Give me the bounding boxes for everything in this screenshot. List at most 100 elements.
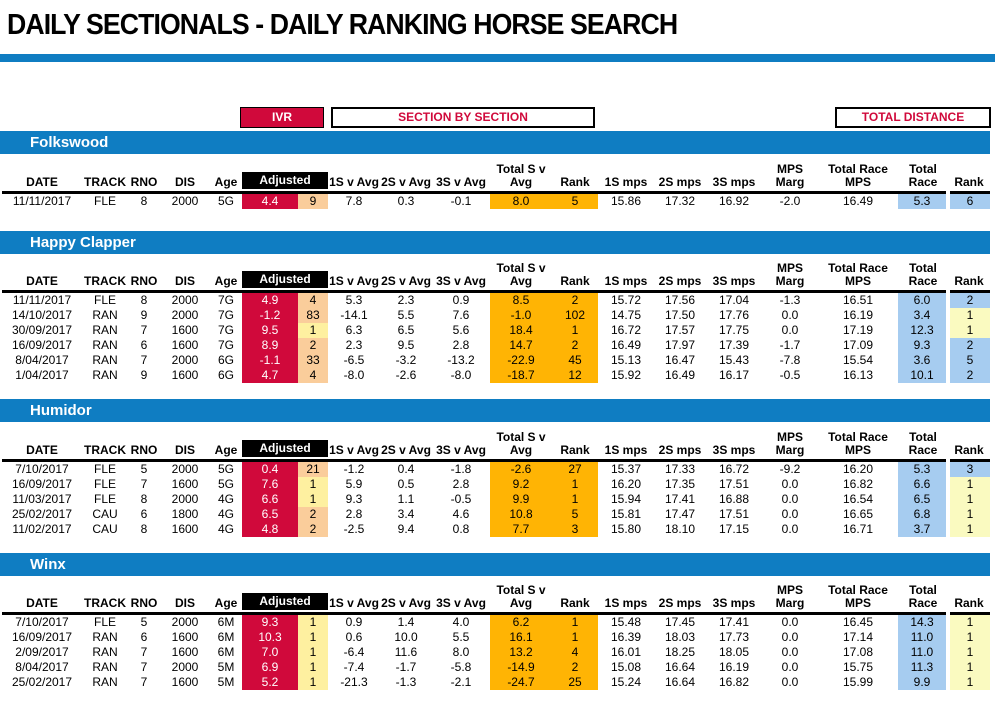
cell-s3_avg: -0.5 [450,491,472,506]
table-row: 8/04/2017 RAN 7 2000 5M 6.9 1 -7.4 -1.7 -5.8 -14.9… [2,660,990,675]
cell-track: RAN [92,323,118,337]
table-row: 16/09/2017 RAN 6 1600 6M 10.3 1 0.6 10.0 5.5 16.1 1… [2,630,990,645]
cell-mps_marg: 0.0 [781,323,799,337]
cell-total_race: 6.0 [898,291,948,308]
sections-root: Folkswood DATE TRACK RNO DIS Age Adjusted 1S v … [0,131,995,690]
cell-s3_avg: -2.1 [450,675,472,689]
cell-mps_marg: 0.0 [781,615,799,629]
cell-adj: -1.2 [242,308,298,323]
cell-s2_mps: 17.41 [664,491,696,506]
cell-date: 11/11/2017 [12,193,72,208]
cell-adj: 6.9 [242,660,298,675]
section-by-section-button[interactable]: SECTION BY SECTION [331,107,595,128]
table-row: 16/09/2017 FLE 7 1600 5G 7.6 1 5.9 0.5 2.8 9.2 1 16.… [2,476,990,492]
cell-race_rank: 1 [946,613,990,630]
cell-s1_mps: 15.81 [610,506,642,521]
section-humidor: Humidor DATE TRACK RNO DIS Age Adjusted 1S v Av… [0,399,995,537]
cell-rno: 8 [140,193,148,208]
cell-s3_mps: 16.88 [718,491,750,506]
cell-dis: 1600 [171,521,199,536]
cell-age: 5G [217,193,234,208]
cell-sv_rank: 2 [552,660,598,675]
cell-rno: 5 [140,615,148,629]
column-header-age: Age [210,253,242,293]
cell-total_sv: 10.8 [490,506,552,522]
cell-dis: 1600 [171,630,199,644]
cell-sv_rank: 1 [552,323,598,338]
column-header-rank2: Rank [948,575,990,615]
cell-sv_rank: 2 [552,291,598,308]
cell-s2_mps: 17.45 [664,615,696,629]
table-row: 25/02/2017 RAN 7 1600 5M 5.2 1 -21.3 -1.3 -2.1 -24… [2,675,990,690]
column-header-rank: Rank [552,154,598,194]
cell-adj_rank: 1 [298,476,328,492]
cell-s1_mps: 15.13 [610,353,642,367]
cell-s1_avg: -21.3 [340,675,368,689]
cell-total_sv: 8.5 [490,291,552,308]
cell-s2_avg: 0.5 [397,476,415,491]
cell-rno: 7 [140,645,148,659]
column-header-rank2: Rank [948,253,990,293]
table-row: 11/11/2017 FLE 8 2000 7G 4.9 4 5.3 2.3 0.9 8.5 2 15.… [2,291,990,308]
column-header-trmps: Total Race MPS [818,154,898,194]
cell-s3_avg: 8.0 [452,645,470,659]
cell-total_race: 6.6 [898,476,948,492]
cell-s1_avg: 2.3 [345,338,363,352]
column-header-track: TRACK [82,154,128,194]
cell-s1_avg: -6.5 [343,353,365,367]
column-header-s3avg: 3S v Avg [432,154,490,194]
column-header-totalsv: Total S v Avg [490,154,552,194]
cell-s3_mps: 18.05 [718,645,750,659]
cell-total_sv: -24.7 [490,675,552,690]
cell-track: RAN [92,353,118,367]
column-header-dis: DIS [160,253,210,293]
cell-adj: -1.1 [242,353,298,368]
cell-s2_avg: 0.3 [397,193,415,208]
cell-s2_avg: 2.3 [397,293,415,307]
cell-total_sv: 9.9 [490,491,552,507]
table-row: 25/02/2017 CAU 6 1800 4G 6.5 2 2.8 3.4 4.6 10.8 5 15… [2,506,990,522]
column-header-s1mps: 1S mps [598,154,654,194]
cell-adj_rank: 21 [298,460,328,477]
column-header-s3avg: 3S v Avg [432,422,490,462]
column-header-s3mps: 3S mps [706,154,762,194]
cell-total_race: 9.3 [898,338,948,353]
cell-age: 7G [217,323,234,337]
cell-date: 30/09/2017 [11,323,73,337]
cell-s2_avg: -1.3 [395,675,417,689]
total-distance-button[interactable]: TOTAL DISTANCE [835,107,991,128]
cell-total_race: 3.7 [898,521,948,537]
adjusted-header-label: Adjusted [242,439,328,457]
cell-track: FLE [93,491,116,506]
column-header-s3avg: 3S v Avg [432,575,490,615]
cell-s1_avg: -14.1 [340,308,368,322]
cell-adj_rank: 1 [298,613,328,630]
table-row: 16/09/2017 RAN 6 1600 7G 8.9 2 2.3 9.5 2.8 14.7 2 16… [2,338,990,353]
cell-total_race: 3.6 [898,353,948,368]
cell-total_sv: 7.7 [490,521,552,537]
cell-race_rank: 1 [946,323,990,338]
cell-race_rank: 2 [946,291,990,308]
cell-adj: 5.2 [242,675,298,690]
ivr-button[interactable]: IVR [240,107,324,128]
cell-mps_marg: 0.0 [781,645,799,659]
column-header-s2avg: 2S v Avg [380,154,432,194]
cell-rno: 7 [140,323,148,337]
cell-s3_mps: 16.17 [718,368,750,382]
table-row: 7/10/2017 FLE 5 2000 5G 0.4 21 -1.2 0.4 -1.8 -2.6 2… [2,460,990,477]
cell-date: 7/10/2017 [15,615,69,629]
cell-total_sv: -2.6 [490,460,552,477]
cell-s3_avg: 0.8 [452,521,470,536]
cell-s3_avg: 4.6 [452,506,470,521]
cell-total_sv: -18.7 [490,368,552,383]
cell-mps_marg: 0.0 [781,521,799,536]
column-header-adjusted: Adjusted [242,422,328,462]
cell-total_race: 9.9 [898,675,948,690]
column-header-totalrace: Total Race [898,253,948,293]
column-header-row: DATE TRACK RNO DIS Age Adjusted 1S v Avg 2S v A… [2,154,990,194]
column-header-rank: Rank [552,575,598,615]
cell-s2_avg: 0.4 [397,461,415,476]
toolbar: IVR SECTION BY SECTION TOTAL DISTANCE [0,62,995,129]
cell-date: 11/11/2017 [12,293,72,307]
cell-s2_mps: 17.97 [664,338,696,352]
